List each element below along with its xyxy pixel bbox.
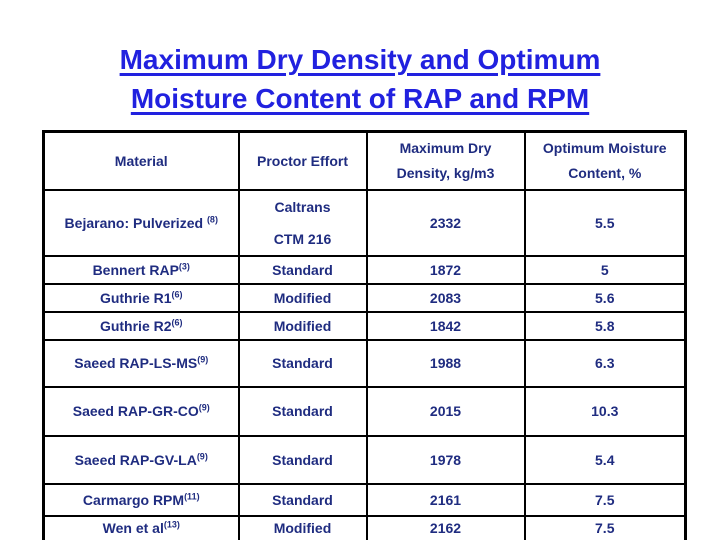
table-row: Bennert RAP(3) Standard 1872 5 — [42, 254, 687, 285]
moisture-cell: 5 — [523, 254, 687, 285]
effort-cell: Standard — [237, 434, 368, 485]
table-row: Guthrie R1(6) Modified 2083 5.6 — [42, 282, 687, 313]
header-material: Material — [42, 130, 240, 191]
table-row: Carmargo RPM(11) Standard 2161 7.5 — [42, 482, 687, 517]
reference-superscript: (9) — [196, 450, 208, 461]
material-cell: Bejarano: Pulverized (8) — [42, 188, 240, 257]
table-header-row: Material Proctor Effort Maximum Dry Dens… — [42, 130, 687, 191]
density-cell: 2015 — [365, 385, 526, 437]
table-row: Saeed RAP-LS-MS(9) Standard 1988 6.3 — [42, 338, 687, 388]
reference-superscript: (3) — [178, 260, 190, 271]
effort-cell: Caltrans CTM 216 — [237, 188, 368, 257]
moisture-cell: 5.8 — [523, 310, 687, 341]
density-cell: 2083 — [365, 282, 526, 313]
moisture-cell: 5.6 — [523, 282, 687, 313]
header-moisture-line-2: Content, % — [568, 164, 642, 181]
table-row: Wen et al(13) Modified 2162 7.5 — [42, 514, 687, 540]
material-label: Carmargo RPM — [82, 491, 185, 508]
reference-superscript: (6) — [171, 316, 183, 327]
material-cell: Saeed RAP-LS-MS(9) — [42, 338, 240, 388]
effort-cell: Modified — [237, 310, 368, 341]
density-cell: 1872 — [365, 254, 526, 285]
moisture-cell: 7.5 — [523, 482, 687, 517]
effort-line-2: CTM 216 — [273, 230, 332, 247]
slide-title: Maximum Dry Density and Optimum Moisture… — [0, 40, 720, 118]
material-label: Wen et al — [102, 520, 164, 537]
material-cell: Guthrie R2(6) — [42, 310, 240, 341]
material-label: Guthrie R2 — [99, 317, 172, 334]
material-cell: Saeed RAP-GR-CO(9) — [42, 385, 240, 437]
effort-cell: Standard — [237, 254, 368, 285]
reference-superscript: (8) — [206, 213, 218, 224]
title-line-1: Maximum Dry Density and Optimum — [119, 44, 601, 75]
material-cell: Bennert RAP(3) — [42, 254, 240, 285]
effort-cell: Standard — [237, 338, 368, 388]
effort-cell: Standard — [237, 385, 368, 437]
material-label: Saeed RAP-LS-MS — [74, 355, 198, 371]
density-cell: 1988 — [365, 338, 526, 388]
header-proctor-effort: Proctor Effort — [237, 130, 368, 191]
effort-cell: Modified — [237, 282, 368, 313]
density-cell: 2162 — [365, 514, 526, 540]
material-cell: Saeed RAP-GV-LA(9) — [42, 434, 240, 485]
header-density-line-2: Density, kg/m3 — [396, 164, 495, 181]
material-cell: Wen et al(13) — [42, 514, 240, 540]
moisture-cell: 5.5 — [523, 188, 687, 257]
title-line-2: Moisture Content of RAP and RPM — [130, 83, 590, 114]
density-cell: 1978 — [365, 434, 526, 485]
moisture-cell: 7.5 — [523, 514, 687, 540]
table-row: Saeed RAP-GR-CO(9) Standard 2015 10.3 — [42, 385, 687, 437]
material-label: Saeed RAP-GV-LA — [74, 451, 197, 468]
material-label: Bejarano: Pulverized — [64, 214, 207, 231]
material-cell: Carmargo RPM(11) — [42, 482, 240, 517]
effort-cell: Standard — [237, 482, 368, 517]
material-label: Bennert RAP — [92, 261, 179, 278]
moisture-cell: 6.3 — [523, 338, 687, 388]
table-row: Guthrie R2(6) Modified 1842 5.8 — [42, 310, 687, 341]
density-table: Material Proctor Effort Maximum Dry Dens… — [42, 130, 687, 540]
header-moisture-line-1: Optimum Moisture — [542, 139, 667, 156]
header-max-dry-density: Maximum Dry Density, kg/m3 — [365, 130, 526, 191]
density-cell: 1842 — [365, 310, 526, 341]
reference-superscript: (9) — [198, 402, 210, 413]
effort-cell: Modified — [237, 514, 368, 540]
reference-superscript: (13) — [163, 519, 180, 530]
header-density-line-1: Maximum Dry — [399, 139, 492, 156]
material-cell: Guthrie R1(6) — [42, 282, 240, 313]
material-label: Guthrie R1 — [99, 289, 172, 306]
density-cell: 2332 — [365, 188, 526, 257]
moisture-cell: 5.4 — [523, 434, 687, 485]
table-row: Saeed RAP-GV-LA(9) Standard 1978 5.4 — [42, 434, 687, 485]
header-optimum-moisture: Optimum Moisture Content, % — [523, 130, 687, 191]
reference-superscript: (11) — [184, 490, 200, 501]
table-row: Bejarano: Pulverized (8) Caltrans CTM 21… — [42, 188, 687, 257]
density-cell: 2161 — [365, 482, 526, 517]
reference-superscript: (9) — [197, 354, 209, 365]
material-label: Saeed RAP-GR-CO — [72, 403, 199, 419]
moisture-cell: 10.3 — [523, 385, 687, 437]
effort-line-1: Caltrans — [274, 198, 331, 215]
reference-superscript: (6) — [171, 288, 183, 299]
